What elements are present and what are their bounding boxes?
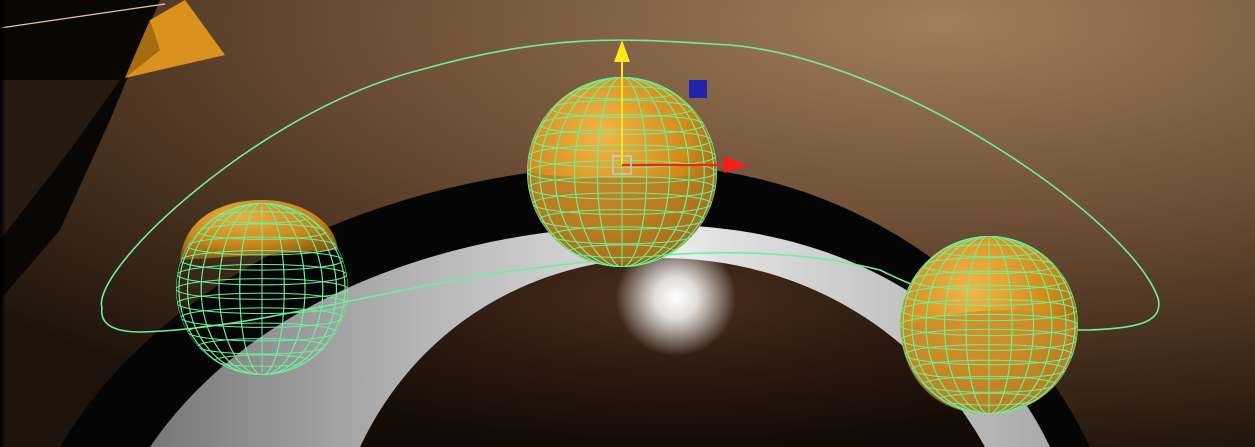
move-manipulator[interactable]	[612, 40, 748, 175]
wire-longitude	[911, 236, 1067, 414]
right-sphere[interactable]	[900, 236, 1078, 414]
wire-longitude	[596, 77, 648, 267]
wire-longitude	[529, 77, 715, 267]
center-handle-icon[interactable]	[612, 155, 632, 175]
wire-longitude	[239, 203, 285, 375]
wire-longitude	[965, 236, 1013, 414]
y-axis-arrow-icon[interactable]	[614, 40, 630, 62]
center-sphere[interactable]	[527, 77, 717, 267]
light-cone-icon[interactable]	[125, 0, 225, 78]
shadow-gradient	[0, 80, 120, 240]
wire-longitude	[187, 203, 337, 375]
left-sphere[interactable]	[176, 200, 348, 375]
wire-latitude	[197, 223, 327, 240]
wire-latitude	[900, 313, 1078, 337]
wire-latitude	[176, 278, 348, 300]
wire-longitude	[554, 77, 690, 267]
x-axis-arrow-icon[interactable]	[724, 157, 748, 173]
z-axis-handle-icon[interactable]	[689, 80, 707, 98]
nurbs-curve[interactable]	[100, 39, 1160, 333]
wire-latitude	[922, 257, 1056, 275]
shadow-region	[0, 0, 160, 300]
wire-longitude	[178, 203, 346, 375]
wire-longitude	[218, 203, 306, 375]
guide-line	[0, 3, 166, 29]
wire-longitude	[574, 77, 670, 267]
wire-latitude	[922, 375, 1056, 393]
wire-longitude	[200, 203, 324, 375]
wire-latitude	[213, 354, 311, 367]
wire-latitude	[527, 176, 717, 200]
wire-longitude	[925, 236, 1053, 414]
wire-longitude	[902, 236, 1076, 414]
light-cone-shade	[125, 20, 160, 78]
edge-fade	[0, 0, 6, 447]
wire-longitude	[539, 77, 705, 267]
wire-longitude	[944, 236, 1034, 414]
specular-highlight	[616, 240, 736, 356]
